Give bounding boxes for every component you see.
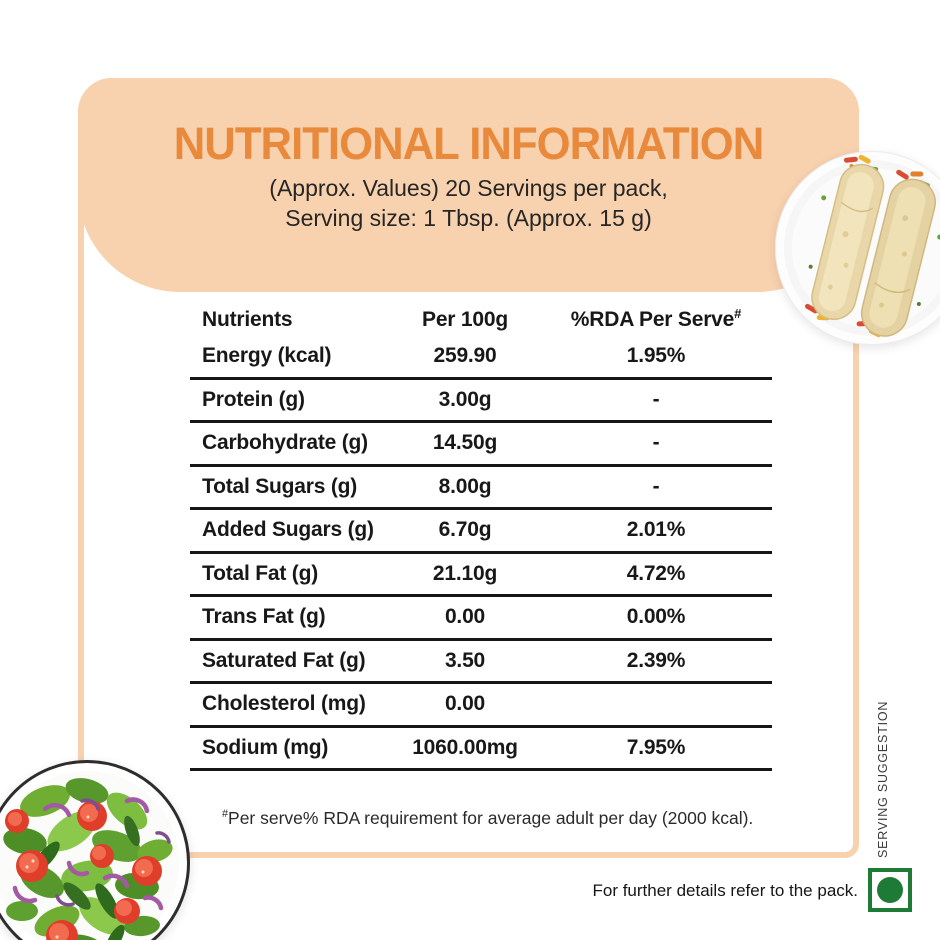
- per-100g-value: 6.70g: [438, 518, 492, 542]
- nutrient-name: Total Fat (g): [202, 561, 318, 585]
- salad-illustration: [0, 771, 179, 940]
- vegetarian-mark-dot: [877, 877, 903, 903]
- rda-value: 0.00%: [626, 605, 686, 629]
- nutrient-name: Total Sugars (g): [202, 474, 358, 498]
- per-100g-value: 3.50: [444, 648, 486, 672]
- table-row-sodium: Sodium (mg) 1060.00mg 7.95%: [190, 728, 772, 771]
- table-row-saturated-fat: Saturated Fat (g) 3.50 2.39%: [190, 641, 772, 684]
- nutrient-name: Cholesterol (mg): [202, 692, 366, 716]
- nutrient-name: Energy (kcal): [202, 344, 332, 368]
- per-100g-value: 21.10g: [432, 561, 498, 585]
- nutrient-name: Trans Fat (g): [202, 605, 326, 629]
- per-100g-value: 0.00: [444, 692, 486, 716]
- table-row-total-sugars: Total Sugars (g) 8.00g -: [190, 467, 772, 510]
- nutrient-name: Sodium (mg): [202, 735, 329, 759]
- per-100g-value: 1060.00mg: [412, 735, 518, 759]
- further-details-note: For further details refer to the pack.: [592, 881, 858, 900]
- serving-size-info: Serving size: 1 Tbsp. (Approx. 15 g): [285, 205, 652, 231]
- page-title: NUTRITIONAL INFORMATION: [173, 118, 765, 169]
- table-row-trans-fat: Trans Fat (g) 0.00 0.00%: [190, 597, 772, 641]
- nutrient-name: Saturated Fat (g): [202, 648, 366, 672]
- rda-value: 4.72%: [626, 561, 686, 585]
- serving-suggestion-label: SERVING SUGGESTION: [876, 700, 890, 858]
- rda-value: 2.01%: [626, 518, 686, 542]
- col-header-rda: %RDA Per Serve#: [540, 306, 772, 332]
- per-100g-value: 259.90: [433, 344, 497, 368]
- nutrient-name: Carbohydrate (g): [202, 431, 368, 455]
- taco-plate-photo: [775, 151, 940, 345]
- nutrition-table: Nutrients Per 100g %RDA Per Serve# Energ…: [190, 296, 772, 771]
- table-row-total-fat: Total Fat (g) 21.10g 4.72%: [190, 554, 772, 597]
- table-header-row: Nutrients Per 100g %RDA Per Serve#: [190, 296, 772, 336]
- per-100g-value: 8.00g: [438, 474, 492, 498]
- servings-info: (Approx. Values) 20 Servings per pack,: [269, 175, 668, 201]
- col-header-per-100g: Per 100g: [422, 308, 508, 331]
- rda-value: 2.39%: [626, 648, 686, 672]
- rda-value: -: [652, 474, 660, 498]
- per-100g-value: 14.50g: [432, 431, 498, 455]
- nutrient-name: Added Sugars (g): [202, 518, 374, 542]
- table-row-protein: Protein (g) 3.00g -: [190, 380, 772, 423]
- rda-value: -: [652, 431, 660, 455]
- rda-value: 7.95%: [626, 735, 686, 759]
- header-banner: NUTRITIONAL INFORMATION (Approx. Values)…: [78, 78, 859, 292]
- rda-footnote-marker: #: [734, 306, 742, 321]
- footnote-text: Per serve% RDA requirement for average a…: [228, 808, 754, 828]
- footnote-marker: #: [222, 808, 229, 821]
- rda-value: -: [652, 387, 660, 411]
- table-row-energy: Energy (kcal) 259.90 1.95%: [190, 336, 772, 380]
- col-header-rda-label: %RDA Per Serve: [570, 308, 735, 331]
- table-row-added-sugars: Added Sugars (g) 6.70g 2.01%: [190, 510, 772, 554]
- per-100g-value: 3.00g: [438, 387, 492, 411]
- vegetarian-mark-icon: [868, 868, 912, 912]
- table-row-cholesterol: Cholesterol (mg) 0.00: [190, 684, 772, 728]
- col-header-nutrients: Nutrients: [202, 308, 293, 331]
- taco-plate-illustration: [776, 152, 940, 344]
- nutrient-name: Protein (g): [202, 387, 305, 411]
- rda-value: 1.95%: [626, 344, 686, 368]
- table-row-carbohydrate: Carbohydrate (g) 14.50g -: [190, 423, 772, 467]
- per-100g-value: 0.00: [444, 605, 486, 629]
- rda-footnote: #Per serve% RDA requirement for average …: [222, 808, 753, 829]
- salad-bowl-photo: [0, 760, 190, 940]
